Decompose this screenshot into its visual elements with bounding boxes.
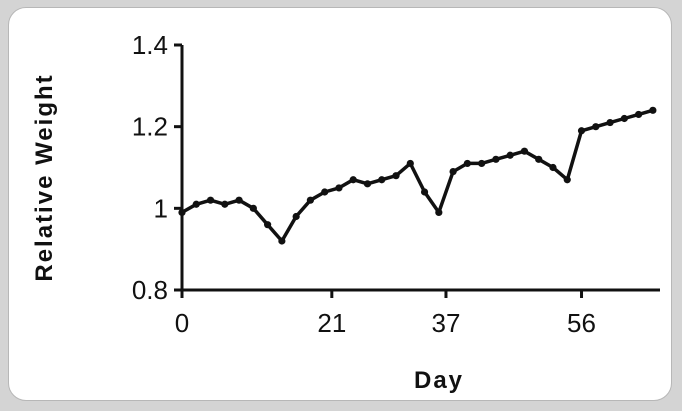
data-point: [407, 160, 414, 167]
y-tick-label: 1.4: [132, 30, 168, 60]
y-tick-label: 1.2: [132, 112, 168, 142]
data-point: [278, 237, 285, 244]
data-point: [450, 168, 457, 175]
data-point: [435, 209, 442, 216]
data-point: [221, 201, 228, 208]
data-point: [335, 184, 342, 191]
data-point: [549, 164, 556, 171]
data-point: [592, 123, 599, 130]
series-layer: [178, 107, 656, 245]
x-tick-label: 21: [317, 308, 346, 338]
data-point: [193, 201, 200, 208]
x-tick-label: 56: [567, 308, 596, 338]
y-ticks: 0.8 1 1.2 1.4: [132, 30, 182, 305]
data-point: [364, 180, 371, 187]
data-point: [350, 176, 357, 183]
y-axis-title: Relative Weight: [31, 73, 58, 281]
data-point: [635, 111, 642, 118]
x-ticks: 0 21 37 56: [175, 290, 596, 338]
data-point: [207, 197, 214, 204]
data-point: [421, 188, 428, 195]
data-point: [293, 213, 300, 220]
data-point: [649, 107, 656, 114]
x-tick-label: 37: [432, 308, 461, 338]
x-tick-label: 0: [175, 308, 189, 338]
data-point: [578, 127, 585, 134]
data-point: [321, 188, 328, 195]
data-point: [507, 152, 514, 159]
data-point: [464, 160, 471, 167]
data-point: [235, 197, 242, 204]
data-point: [535, 156, 542, 163]
data-point: [307, 197, 314, 204]
data-point: [478, 160, 485, 167]
data-point: [621, 115, 628, 122]
data-point: [392, 172, 399, 179]
data-point: [178, 209, 185, 216]
y-tick-label: 0.8: [132, 275, 168, 305]
data-point: [264, 221, 271, 228]
data-point: [378, 176, 385, 183]
data-point: [606, 119, 613, 126]
data-point: [521, 148, 528, 155]
data-point: [250, 205, 257, 212]
y-tick-label: 1: [154, 193, 168, 223]
axes: [182, 45, 660, 290]
data-point: [492, 156, 499, 163]
data-point: [564, 176, 571, 183]
x-axis-title: Day: [414, 367, 464, 394]
